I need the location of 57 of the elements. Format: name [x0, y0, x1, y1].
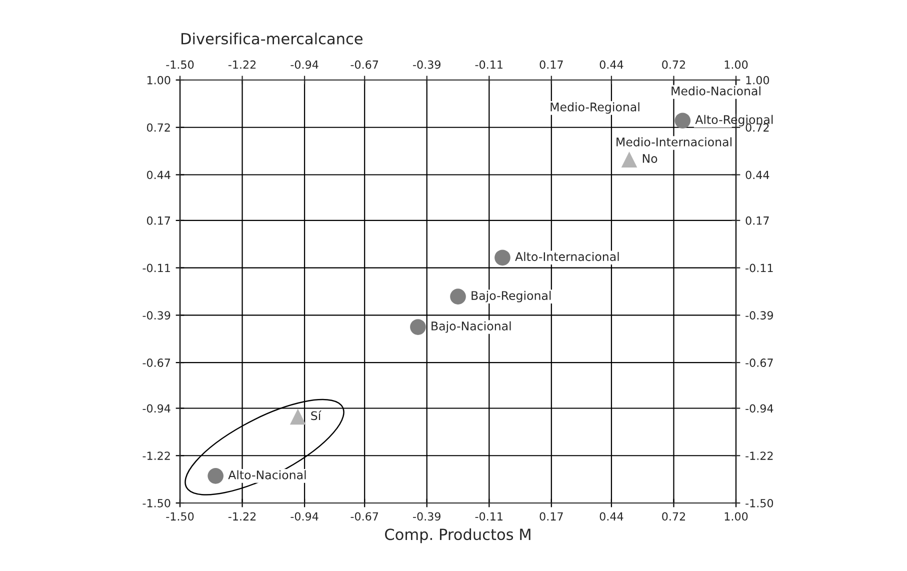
- point: [621, 152, 638, 168]
- data-label: No: [642, 154, 658, 163]
- y-tick-label: 0.72: [146, 123, 170, 132]
- x2-tick-label: -1.50: [166, 60, 194, 69]
- point: [450, 288, 466, 304]
- x-tick-label: -0.67: [350, 512, 378, 521]
- x2-tick-label: -0.11: [475, 60, 502, 69]
- y2-tick-label: -0.11: [746, 264, 773, 272]
- data-label: Alto-Nacional: [228, 470, 306, 480]
- y2-tick-label: -1.22: [746, 452, 773, 460]
- point: [290, 408, 306, 425]
- y-axis-title: Diversifica-mercalcance: [182, 32, 362, 44]
- y2-tick-label: -0.67: [746, 358, 773, 367]
- x-tick-label: -0.11: [475, 512, 502, 521]
- point: [208, 468, 224, 484]
- x-tick-label: -0.94: [290, 512, 318, 521]
- x2-tick-label: -0.67: [350, 60, 378, 69]
- y-tick-label: -0.39: [142, 311, 170, 320]
- x2-tick-label: 0.72: [662, 60, 685, 69]
- x-tick-label: 0.17: [540, 512, 563, 521]
- point: [674, 112, 691, 129]
- y2-tick-label: -0.39: [746, 311, 773, 320]
- y-tick-label: -1.22: [142, 452, 170, 460]
- y-tick-label: 0.44: [146, 170, 170, 180]
- y-tick-label: -1.50: [142, 498, 170, 508]
- y-tick-label: -0.67: [142, 358, 170, 367]
- x2-tick-label: -0.94: [290, 60, 318, 69]
- x-tick-label: 1.00: [724, 512, 748, 521]
- y-tick-label: 0.17: [146, 216, 170, 225]
- y-tick-label: -0.94: [142, 404, 170, 413]
- y2-tick-label: 0.44: [746, 170, 770, 180]
- y2-tick-label: -0.94: [746, 404, 774, 413]
- data-label: Bajo-Nacional: [432, 321, 511, 333]
- x2-tick-label: 1.00: [724, 60, 748, 69]
- annotation: Medio-Nacional: [672, 86, 760, 96]
- y2-tick-label: -1.50: [746, 498, 774, 508]
- data-label: Bajo-Regional: [472, 290, 551, 302]
- x-tick-label: -1.50: [166, 512, 194, 521]
- y-tick-label: -0.11: [142, 264, 170, 272]
- x2-tick-label: 0.44: [600, 60, 624, 69]
- x2-tick-label: -1.22: [228, 60, 256, 69]
- annotation: Medio-Internacional: [616, 137, 732, 146]
- x2-tick-label: -0.39: [413, 60, 440, 69]
- x-tick-label: -1.22: [228, 512, 256, 520]
- point: [410, 319, 426, 335]
- x-axis-title: Comp. Productos M: [385, 528, 530, 544]
- annotation: Medio-Regional: [550, 102, 640, 114]
- data-label: Sí: [311, 410, 322, 420]
- y2-tick-label: 0.17: [746, 216, 769, 225]
- x2-tick-label: 0.17: [540, 60, 563, 69]
- point: [494, 250, 510, 266]
- y-tick-label: 1.00: [147, 76, 170, 84]
- data-label: Alto-Internacional: [515, 252, 619, 262]
- x-tick-label: -0.39: [413, 512, 440, 521]
- x-tick-label: 0.72: [662, 512, 685, 521]
- y2-tick-label: 1.00: [746, 76, 770, 84]
- x-tick-label: 0.44: [600, 512, 624, 521]
